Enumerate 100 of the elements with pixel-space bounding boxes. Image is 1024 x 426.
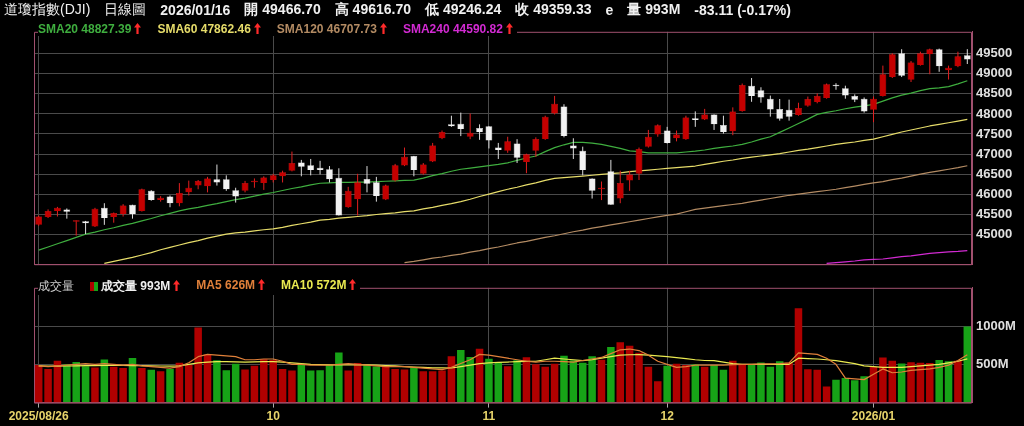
bar bbox=[719, 369, 728, 403]
text: 低 49246.24 bbox=[425, 1, 502, 19]
x-tick-label: 11 bbox=[482, 409, 496, 424]
bar bbox=[306, 370, 315, 403]
bar bbox=[250, 365, 259, 403]
bar bbox=[156, 371, 165, 403]
bar bbox=[832, 379, 840, 403]
bar bbox=[400, 369, 409, 403]
text: 高 49616.70 bbox=[334, 1, 411, 19]
text: SMA60 47862.46 bbox=[157, 22, 251, 36]
bar bbox=[954, 360, 962, 403]
candlestick bbox=[513, 138, 521, 164]
text: SMA20 48827.39 bbox=[38, 22, 132, 36]
candlestick bbox=[766, 95, 774, 118]
bar bbox=[503, 366, 512, 403]
bar bbox=[822, 386, 831, 403]
legend-label: 成交量 993M bbox=[101, 279, 171, 293]
bar bbox=[766, 366, 775, 403]
bar bbox=[316, 370, 324, 403]
text: SMA120 46707.73 bbox=[276, 22, 377, 36]
bar bbox=[747, 364, 756, 403]
y-tick-label: 48500 bbox=[976, 85, 1013, 101]
bar bbox=[44, 368, 52, 403]
candlestick bbox=[176, 182, 183, 207]
bar bbox=[438, 370, 446, 403]
bar bbox=[794, 308, 803, 403]
bar bbox=[907, 362, 915, 403]
text: 量 993M bbox=[627, 1, 681, 19]
bar bbox=[344, 370, 352, 403]
y-tick-label: 49000 bbox=[976, 65, 1013, 81]
candlestick bbox=[880, 65, 886, 98]
bar bbox=[494, 362, 503, 403]
candlestick bbox=[92, 207, 98, 228]
bar bbox=[419, 371, 428, 403]
text: 開 49466.70 bbox=[244, 1, 321, 19]
bar bbox=[522, 357, 531, 403]
y-tick-label: 45500 bbox=[976, 205, 1013, 221]
candlestick bbox=[889, 52, 896, 79]
y-tick-label: 47000 bbox=[976, 145, 1013, 161]
bar bbox=[109, 366, 118, 403]
bar bbox=[410, 367, 418, 403]
text: 收 49359.33 bbox=[515, 1, 592, 19]
bar bbox=[138, 368, 146, 403]
candlestick bbox=[429, 142, 436, 163]
candlestick bbox=[579, 146, 587, 176]
y-tick-label: 47500 bbox=[976, 125, 1013, 141]
bar bbox=[231, 363, 240, 403]
candlestick bbox=[345, 186, 352, 209]
candlestick bbox=[908, 60, 914, 83]
bar bbox=[91, 367, 99, 403]
bar bbox=[363, 365, 371, 403]
bar bbox=[485, 358, 493, 403]
bar bbox=[513, 360, 521, 403]
bar bbox=[607, 346, 615, 403]
candlestick bbox=[626, 170, 634, 192]
bar bbox=[682, 364, 690, 403]
bar bbox=[663, 365, 671, 403]
y-tick-label: 1000M bbox=[976, 317, 1016, 333]
text: e bbox=[605, 2, 614, 18]
bar bbox=[288, 370, 296, 403]
bar bbox=[81, 366, 90, 403]
bar bbox=[550, 363, 559, 403]
y-tick-label: 500M bbox=[976, 355, 1009, 371]
y-tick-label: 45000 bbox=[976, 225, 1013, 241]
x-tick-label: 2026/01 bbox=[851, 409, 896, 424]
candlestick bbox=[898, 48, 906, 78]
bar bbox=[785, 362, 793, 403]
candlestick bbox=[100, 202, 108, 226]
bar bbox=[879, 357, 887, 403]
bar bbox=[710, 364, 718, 403]
candlestick bbox=[467, 113, 474, 140]
bar bbox=[335, 352, 343, 403]
candlestick bbox=[372, 176, 380, 203]
candlestick bbox=[776, 98, 784, 122]
bar bbox=[241, 369, 249, 403]
bar bbox=[222, 370, 231, 403]
bar bbox=[644, 366, 653, 403]
bar bbox=[166, 368, 174, 403]
text: MA5 626M bbox=[196, 278, 256, 292]
candlestick bbox=[532, 136, 539, 158]
chart-title: 道瓊指數(DJI) bbox=[4, 1, 91, 19]
y-tick-label: 49500 bbox=[976, 45, 1013, 61]
x-tick-label: 2025/08/26 bbox=[8, 409, 70, 424]
candlestick bbox=[683, 115, 689, 141]
bar bbox=[428, 371, 437, 403]
bar bbox=[700, 366, 709, 403]
bar bbox=[616, 342, 624, 403]
bar bbox=[597, 359, 606, 403]
candlestick bbox=[832, 82, 840, 91]
candlestick bbox=[457, 112, 465, 137]
bar bbox=[935, 360, 943, 403]
candlestick bbox=[757, 86, 765, 104]
chart-title: 成交量 bbox=[38, 278, 74, 295]
candlestick bbox=[316, 160, 324, 175]
candlestick bbox=[729, 106, 736, 136]
bar bbox=[147, 369, 155, 403]
text: -83.11 (-0.17%) bbox=[694, 2, 791, 18]
x-tick-label: 12 bbox=[660, 409, 675, 424]
bar bbox=[963, 326, 972, 403]
bar bbox=[119, 368, 127, 403]
